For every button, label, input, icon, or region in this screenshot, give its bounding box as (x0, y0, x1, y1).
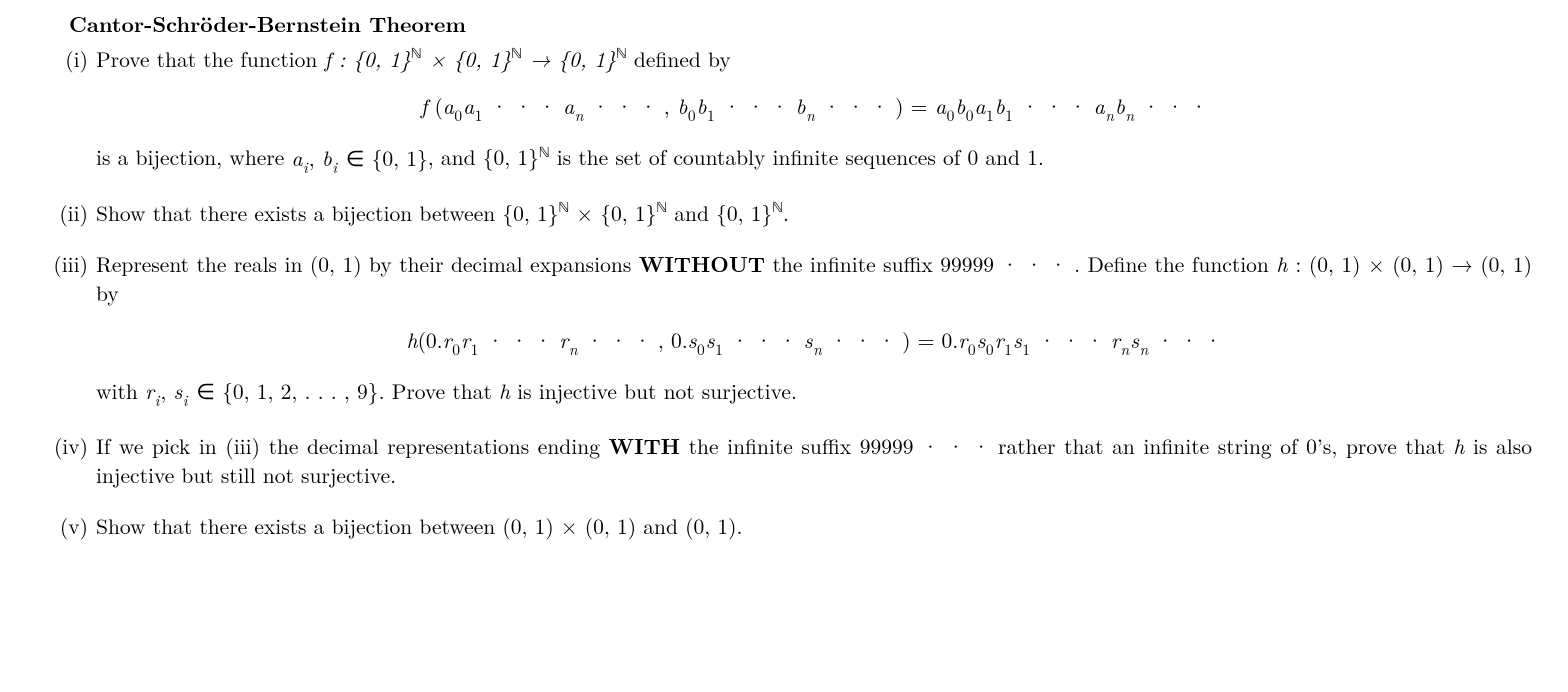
item-iv: (iv) If we pick in (iii) the decimal rep… (36, 432, 1532, 490)
page-root: Cantor-Schröder-Bernstein Theorem (i) Pr… (0, 0, 1568, 569)
item-label: (i) (36, 45, 96, 177)
emphasis-with: WITH (609, 431, 681, 461)
display-equation: h(0.r0r1 · · · rn · · · , 0.s0s1 · · · s… (96, 326, 1532, 359)
text: f : {0, 1} (325, 44, 411, 74)
item-iii: (iii) Represent the reals in (0, 1) by t… (36, 250, 1532, 410)
blackboard-n-sup: ℕ (559, 200, 570, 216)
math-inline: ai, bi ∈ {0, 1} (291, 143, 427, 173)
blackboard-n-sup: ℕ (616, 46, 627, 62)
text: by (96, 278, 119, 308)
math-display: h(0.r0r1 · · · rn · · · , 0.s0s1 · · · s… (407, 325, 1222, 355)
math-inline: h (499, 376, 510, 406)
text: the infinite suffix 99999 · · · rather t… (680, 431, 1453, 461)
theorem-title: Cantor-Schröder-Bernstein Theorem (69, 9, 466, 39)
math-display: f (a0a1 · · · an · · · , b0b1 · · · bn ·… (421, 91, 1208, 121)
text: If we pick in (iii) the decimal represen… (96, 431, 609, 461)
display-equation: f (a0a1 · · · an · · · , b0b1 · · · bn ·… (96, 92, 1532, 125)
item-ii: (ii) Show that there exists a bijection … (36, 199, 1532, 228)
text: is injective but not surjective. (510, 376, 797, 406)
item-body: Represent the reals in (0, 1) by their d… (96, 250, 1532, 410)
text: Prove that the function (96, 44, 325, 74)
emphasis-without: WITHOUT (639, 249, 765, 279)
text: . (783, 198, 789, 228)
item-body: Show that there exists a bijection betwe… (96, 199, 1532, 228)
item-body: If we pick in (iii) the decimal represen… (96, 432, 1532, 490)
blackboard-n-sup: ℕ (772, 200, 783, 216)
theorem-title-line: Cantor-Schröder-Bernstein Theorem (69, 10, 1532, 39)
text: with (96, 376, 145, 406)
text: × {0, 1} (569, 198, 656, 228)
item-label: (v) (36, 512, 96, 541)
blackboard-n-sup: ℕ (411, 46, 422, 62)
text: is a bijection, where (96, 143, 291, 173)
text: defined by (627, 44, 731, 74)
item-label: (iv) (36, 432, 96, 490)
text: Show that there exists a bijection betwe… (96, 511, 742, 541)
text: × {0, 1} (422, 44, 512, 74)
gap (36, 177, 1532, 193)
text: the infinite suffix 99999 · · · . Define… (765, 249, 1276, 279)
item-label: (ii) (36, 199, 96, 228)
item-body: Show that there exists a bijection betwe… (96, 512, 1532, 541)
blackboard-n-sup: ℕ (511, 46, 522, 62)
item-body: Prove that the function f : {0, 1}ℕ × {0… (96, 45, 1532, 177)
math-inline: f : {0, 1}ℕ × {0, 1}ℕ → {0, 1}ℕ (325, 44, 627, 74)
text: . Prove that (379, 376, 499, 406)
text: Represent the reals in (0, 1) by their d… (96, 249, 639, 279)
math-inline: h (1453, 431, 1464, 461)
item-v: (v) Show that there exists a bijection b… (36, 512, 1532, 541)
gap (36, 490, 1532, 506)
blackboard-n-sup: ℕ (539, 145, 550, 161)
text: Show that there exists a bijection betwe… (96, 198, 559, 228)
text: is the set of countably infinite sequenc… (550, 143, 1044, 173)
gap (36, 410, 1532, 426)
blackboard-n-sup: ℕ (656, 200, 667, 216)
item-i: (i) Prove that the function f : {0, 1}ℕ … (36, 45, 1532, 177)
gap (36, 228, 1532, 244)
math-inline: ri, si ∈ {0, 1, 2, . . . , 9} (145, 376, 379, 406)
math-inline: h : (0, 1) × (0, 1) → (0, 1) (1276, 249, 1532, 279)
text: , and {0, 1} (428, 143, 539, 173)
text: → {0, 1} (522, 44, 616, 74)
text: and {0, 1} (667, 198, 772, 228)
item-label: (iii) (36, 250, 96, 410)
